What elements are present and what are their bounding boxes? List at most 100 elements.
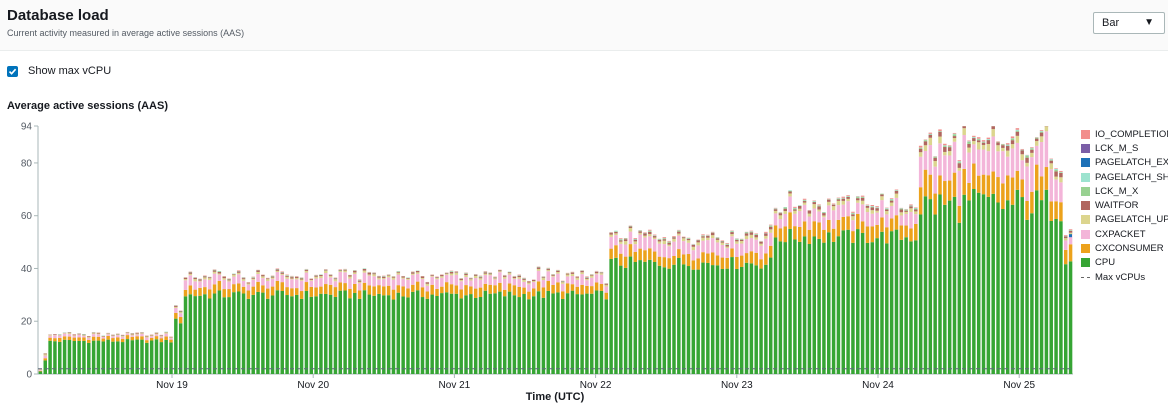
- bar-segment-cxpacket[interactable]: [981, 149, 986, 175]
- bar-segment-pagelatch-up[interactable]: [1044, 126, 1049, 132]
- bar-segment-cxconsumer[interactable]: [246, 290, 251, 299]
- bar-segment-lck-m-x[interactable]: [943, 146, 947, 148]
- bar-segment-waitfor[interactable]: [991, 126, 995, 130]
- bar-segment-cxconsumer[interactable]: [38, 370, 43, 372]
- bar-segment-cxconsumer[interactable]: [1064, 249, 1068, 265]
- bar-segment-cxconsumer[interactable]: [836, 219, 841, 237]
- bar-segment-waitfor[interactable]: [609, 233, 613, 235]
- bar-segment-pagelatch-up[interactable]: [565, 274, 570, 277]
- legend-item[interactable]: CXCONSUMER: [1081, 241, 1168, 255]
- bar-segment-cxconsumer[interactable]: [120, 338, 125, 343]
- bar-segment-cxconsumer[interactable]: [275, 280, 280, 291]
- bar-segment-cxpacket[interactable]: [778, 219, 783, 229]
- bar-segment-pagelatch-up[interactable]: [440, 276, 444, 278]
- bar-segment-io-completion[interactable]: [1010, 136, 1015, 139]
- bar-segment-waitfor[interactable]: [473, 274, 478, 276]
- bar-segment-cxpacket[interactable]: [1068, 234, 1073, 245]
- bar-segment-cpu[interactable]: [62, 339, 67, 374]
- bar-segment-waitfor[interactable]: [430, 275, 434, 276]
- bar-segment-cxconsumer[interactable]: [827, 219, 831, 233]
- bar-segment-pagelatch-up[interactable]: [241, 279, 246, 281]
- bar-segment-cxconsumer[interactable]: [802, 221, 807, 237]
- bar-segment-lck-m-x[interactable]: [686, 238, 691, 239]
- bar-segment-pagelatch-sh[interactable]: [730, 230, 734, 232]
- bar-segment-pagelatch-up[interactable]: [309, 279, 313, 281]
- bar-segment-pagelatch-up[interactable]: [947, 151, 952, 156]
- bar-segment-cxconsumer[interactable]: [82, 337, 86, 341]
- bar-segment-cxpacket[interactable]: [1001, 151, 1005, 184]
- bar-segment-waitfor[interactable]: [87, 336, 91, 338]
- bar-segment-cxconsumer[interactable]: [1054, 201, 1058, 219]
- bar-segment-waitfor[interactable]: [314, 275, 318, 277]
- bar-segment-lck-m-x[interactable]: [628, 226, 633, 227]
- bar-segment-waitfor[interactable]: [1068, 230, 1073, 233]
- bar-segment-cxconsumer[interactable]: [522, 287, 526, 295]
- bar-segment-waitfor[interactable]: [1034, 138, 1039, 142]
- bar-segment-pagelatch-up[interactable]: [314, 276, 318, 279]
- bar-segment-pagelatch-sh[interactable]: [875, 207, 879, 208]
- bar-segment-pagelatch-up[interactable]: [396, 272, 401, 275]
- bar-segment-pagelatch-up[interactable]: [638, 232, 642, 235]
- bar-segment-cxpacket[interactable]: [720, 244, 725, 258]
- bar-segment-cxconsumer[interactable]: [894, 215, 899, 230]
- bar-segment-pagelatch-up[interactable]: [952, 138, 957, 142]
- bar-segment-cxpacket[interactable]: [628, 231, 633, 245]
- bar-segment-cxconsumer[interactable]: [285, 287, 289, 296]
- bar-segment-cxpacket[interactable]: [343, 272, 347, 284]
- bar-segment-io-completion[interactable]: [768, 224, 773, 226]
- bar-segment-pagelatch-sh[interactable]: [1025, 155, 1029, 156]
- bar-segment-io-completion[interactable]: [652, 234, 657, 236]
- bar-segment-io-completion[interactable]: [585, 276, 589, 277]
- bar-segment-io-completion[interactable]: [875, 206, 879, 208]
- bar-segment-cxconsumer[interactable]: [943, 181, 947, 205]
- bar-segment-waitfor[interactable]: [899, 209, 904, 213]
- bar-segment-io-completion[interactable]: [952, 132, 957, 134]
- bar-segment-cpu[interactable]: [473, 297, 478, 374]
- bar-segment-cxconsumer[interactable]: [599, 284, 604, 291]
- bar-segment-pagelatch-up[interactable]: [459, 279, 463, 282]
- bar-segment-cpu[interactable]: [638, 260, 642, 374]
- bar-segment-waitfor[interactable]: [212, 270, 217, 272]
- bar-segment-cxconsumer[interactable]: [256, 281, 260, 292]
- bar-segment-cxconsumer[interactable]: [715, 255, 720, 266]
- bar-segment-waitfor[interactable]: [1001, 145, 1005, 148]
- bar-segment-waitfor[interactable]: [67, 332, 72, 334]
- bar-segment-cpu[interactable]: [981, 194, 986, 374]
- bar-segment-cpu[interactable]: [256, 291, 260, 374]
- bar-segment-cpu[interactable]: [304, 290, 309, 374]
- bar-segment-pagelatch-up[interactable]: [943, 151, 947, 156]
- bar-segment-cxconsumer[interactable]: [498, 282, 502, 292]
- bar-segment-cxconsumer[interactable]: [203, 287, 207, 295]
- bar-segment-pagelatch-up[interactable]: [72, 335, 77, 336]
- bar-segment-pagelatch-up[interactable]: [285, 276, 289, 279]
- bar-segment-cxconsumer[interactable]: [783, 226, 787, 243]
- bar-segment-cxconsumer[interactable]: [1015, 170, 1020, 190]
- bar-segment-cpu[interactable]: [198, 295, 202, 374]
- bar-segment-cpu[interactable]: [701, 262, 705, 374]
- bar-segment-cpu[interactable]: [749, 263, 754, 374]
- bar-segment-waitfor[interactable]: [1020, 150, 1024, 155]
- bar-segment-cxpacket[interactable]: [1005, 156, 1010, 176]
- bar-segment-pagelatch-up[interactable]: [227, 280, 231, 282]
- bar-segment-waitfor[interactable]: [754, 234, 758, 238]
- bar-segment-cpu[interactable]: [227, 297, 231, 374]
- bar-segment-io-completion[interactable]: [957, 160, 962, 162]
- bar-segment-pagelatch-sh[interactable]: [928, 133, 933, 135]
- bar-segment-pagelatch-up[interactable]: [498, 271, 502, 273]
- bar-segment-cxpacket[interactable]: [309, 280, 313, 287]
- bar-segment-io-completion[interactable]: [914, 207, 918, 208]
- bar-segment-waitfor[interactable]: [140, 332, 144, 334]
- bar-segment-waitfor[interactable]: [962, 126, 966, 129]
- bar-segment-waitfor[interactable]: [701, 236, 705, 238]
- bar-segment-cxpacket[interactable]: [478, 279, 483, 288]
- bar-segment-lck-m-x[interactable]: [541, 276, 546, 278]
- bar-segment-waitfor[interactable]: [174, 305, 178, 307]
- bar-segment-cxconsumer[interactable]: [996, 177, 1000, 203]
- bar-segment-pagelatch-up[interactable]: [522, 279, 526, 282]
- bar-segment-cpu[interactable]: [217, 290, 222, 374]
- bar-segment-cxconsumer[interactable]: [725, 257, 729, 269]
- bar-segment-cpu[interactable]: [759, 268, 763, 374]
- bar-segment-pagelatch-up[interactable]: [556, 272, 560, 274]
- bar-segment-pagelatch-up[interactable]: [783, 211, 787, 214]
- bar-segment-pagelatch-up[interactable]: [507, 273, 512, 275]
